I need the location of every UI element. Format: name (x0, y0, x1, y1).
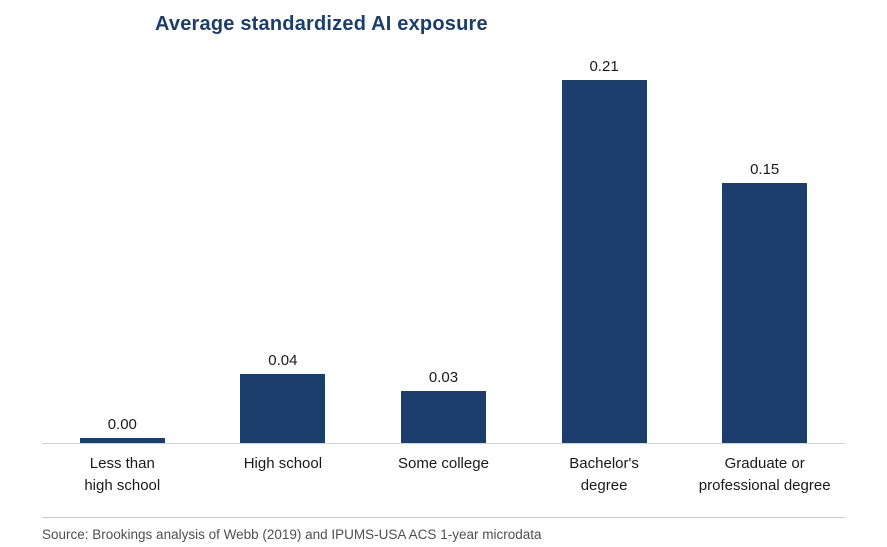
bar (722, 183, 808, 443)
bar-group: 0.03 (363, 369, 524, 443)
x-axis-label: Bachelor's degree (569, 455, 639, 494)
x-axis-labels: Less than high school High school Some coll… (42, 453, 845, 497)
bar-group: 0.00 (42, 416, 203, 443)
chart-area: 0.00 0.04 0.03 0.21 0.15 Less than high schoo… (42, 45, 845, 497)
plot-area: 0.00 0.04 0.03 0.21 0.15 (42, 45, 845, 444)
source-note: Source: Brookings analysis of Webb (2019… (42, 526, 542, 542)
bar-value-label: 0.15 (750, 161, 780, 178)
chart-title: Average standardized AI exposure (155, 13, 488, 35)
bar-group: 0.04 (203, 352, 364, 443)
bar-value-label: 0.03 (428, 369, 459, 386)
x-axis-label: Some college (398, 455, 489, 472)
bar-value-label: 0.21 (589, 58, 619, 75)
bar (79, 438, 165, 443)
x-axis-label: Less than high school (84, 455, 161, 494)
bar (240, 374, 326, 443)
x-axis-label: High school (243, 455, 323, 472)
footer-divider: Source: Brookings analysis of Webb (2019… (42, 516, 845, 542)
bar (561, 80, 647, 443)
x-axis-label: Graduate or professional degree (698, 455, 831, 494)
bar-value-label: 0.00 (107, 416, 137, 433)
bar-value-label: 0.04 (268, 352, 298, 369)
bar-group: 0.21 (524, 58, 685, 443)
bar-group: 0.15 (684, 161, 845, 443)
bar (400, 391, 486, 443)
